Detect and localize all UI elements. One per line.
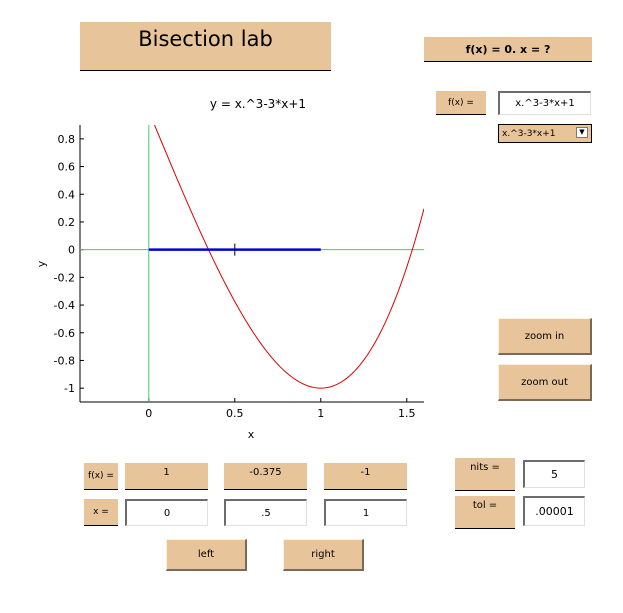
left-button[interactable]: left xyxy=(166,539,247,571)
x-right-input[interactable]: 1 xyxy=(324,499,407,526)
x-mid-input[interactable]: .5 xyxy=(224,499,307,526)
axes-group: 0.8 0.6 0.4 0.2 0 -0.2 -0.4 -0.6 -0.8 -1 0 0.5 1 1.5 xyxy=(54,125,424,420)
y-tick-label: -0.8 xyxy=(54,354,75,367)
chevron-down-icon[interactable]: ▼ xyxy=(576,127,588,138)
function-select-value: x.^3-3*x+1 xyxy=(502,128,556,139)
y-tick-label: -0.2 xyxy=(54,271,75,284)
y-tick-label: -0.6 xyxy=(54,327,75,340)
y-tick-label: 0 xyxy=(68,244,75,257)
nits-label: nits = xyxy=(455,458,515,491)
fx-mid-value: -0.375 xyxy=(224,463,307,490)
zoom-out-button[interactable]: zoom out xyxy=(498,364,592,401)
tol-label: tol = xyxy=(455,496,515,529)
y-tick-label: 0.4 xyxy=(58,188,76,201)
function-curve xyxy=(153,125,424,389)
x-tick-label: 1.5 xyxy=(398,407,416,420)
nits-input[interactable]: 5 xyxy=(523,460,585,488)
y-tick-label: 0.6 xyxy=(58,161,76,174)
x-left-input[interactable]: 0 xyxy=(125,499,208,526)
function-input[interactable]: x.^3-3*x+1 xyxy=(498,91,591,115)
y-tick-label: -0.4 xyxy=(54,299,75,312)
question-banner: f(x) = 0. x = ? xyxy=(424,37,592,62)
y-tick-label: 0.8 xyxy=(58,133,76,146)
right-button[interactable]: right xyxy=(283,539,364,571)
fx-right-value: -1 xyxy=(324,463,407,490)
x-tick-label: 1 xyxy=(317,407,324,420)
x-axis-label: x xyxy=(248,428,255,441)
function-label: f(x) = xyxy=(436,91,486,115)
tol-input[interactable]: .00001 xyxy=(523,496,585,526)
x-tick-label: 0.5 xyxy=(226,407,244,420)
y-tick-label: 0.2 xyxy=(58,216,76,229)
x-row-label: x = xyxy=(84,499,118,526)
fx-left-value: 1 xyxy=(125,463,208,490)
plot-title: y = x.^3-3*x+1 xyxy=(210,97,306,111)
x-tick-label: 0 xyxy=(145,407,152,420)
zoom-in-button[interactable]: zoom in xyxy=(498,318,592,355)
y-axis-label: y xyxy=(35,260,48,267)
fx-row-label: f(x) = xyxy=(84,463,118,490)
y-tick-label: -1 xyxy=(64,382,75,395)
app-title: Bisection lab xyxy=(80,22,331,71)
function-select[interactable]: x.^3-3*x+1 ▼ xyxy=(498,124,592,143)
